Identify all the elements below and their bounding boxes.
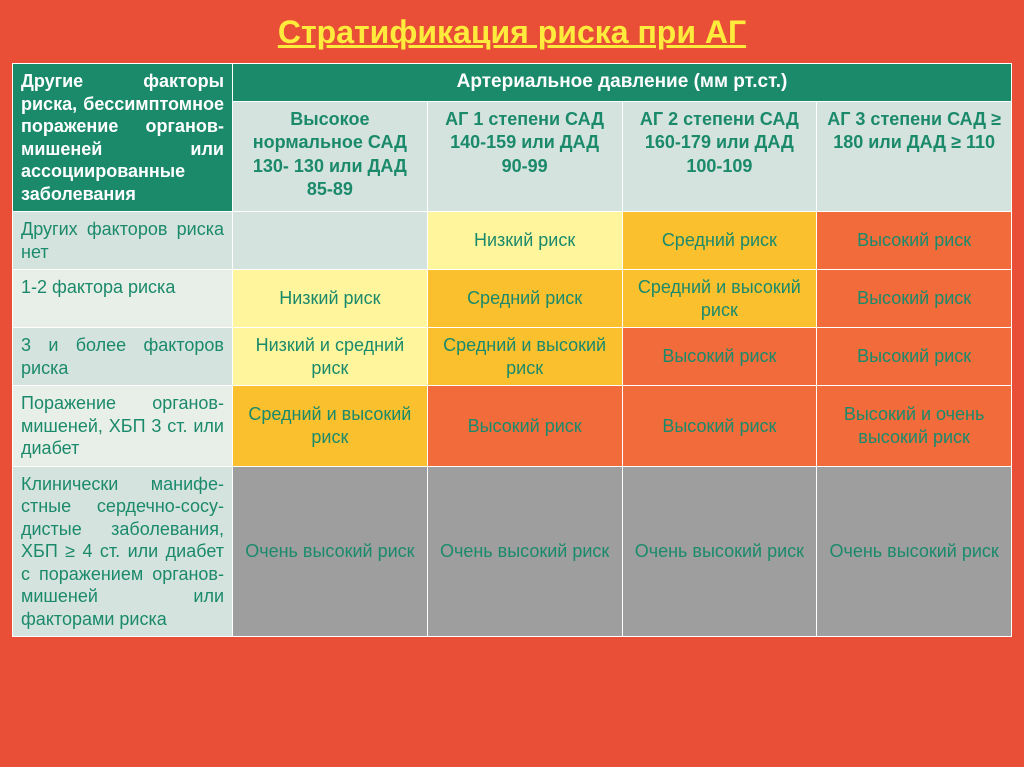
table-row: 3 и более факторов риска Низкий и средни… — [13, 328, 1012, 386]
risk-cell: Средний и высокий риск — [233, 386, 428, 467]
subheader-cell: Высокое нормальное САД 130- 130 или ДАД … — [233, 101, 428, 211]
row-label: Клинически манифе-стные сердечно-сосу-ди… — [13, 466, 233, 637]
slide-title: Стратификация риска при АГ — [12, 8, 1012, 63]
risk-cell: Средний риск — [427, 270, 622, 328]
table-row: Клинически манифе-стные сердечно-сосу-ди… — [13, 466, 1012, 637]
subheader-cell: АГ 2 степени САД 160-179 или ДАД 100-109 — [622, 101, 817, 211]
risk-cell: Низкий риск — [427, 212, 622, 270]
risk-cell — [233, 212, 428, 270]
slide: Стратификация риска при АГ Другие фактор… — [0, 0, 1024, 767]
row-label: Поражение органов-мишеней, ХБП 3 ст. или… — [13, 386, 233, 467]
risk-cell: Средний и высокий риск — [622, 270, 817, 328]
risk-cell: Очень высокий риск — [622, 466, 817, 637]
risk-cell: Средний риск — [622, 212, 817, 270]
subheader-cell: АГ 3 степени САД ≥ 180 или ДАД ≥ 110 — [817, 101, 1012, 211]
risk-cell: Высокий риск — [427, 386, 622, 467]
risk-cell: Высокий риск — [622, 386, 817, 467]
table-row: Поражение органов-мишеней, ХБП 3 ст. или… — [13, 386, 1012, 467]
risk-cell: Высокий и очень высокий риск — [817, 386, 1012, 467]
risk-cell: Высокий риск — [622, 328, 817, 386]
header-row: Другие факторы риска, бессимптомное пора… — [13, 64, 1012, 102]
risk-cell: Средний и высокий риск — [427, 328, 622, 386]
risk-cell: Очень высокий риск — [233, 466, 428, 637]
row-label: Других факторов риска нет — [13, 212, 233, 270]
risk-cell: Низкий риск — [233, 270, 428, 328]
risk-cell: Очень высокий риск — [817, 466, 1012, 637]
header-left-cell: Другие факторы риска, бессимптомное пора… — [13, 64, 233, 212]
table-row: Других факторов риска нет Низкий риск Ср… — [13, 212, 1012, 270]
header-top-cell: Артериальное давление (мм рт.ст.) — [233, 64, 1012, 102]
risk-cell: Очень высокий риск — [427, 466, 622, 637]
risk-cell: Высокий риск — [817, 328, 1012, 386]
risk-table: Другие факторы риска, бессимптомное пора… — [12, 63, 1012, 637]
risk-cell: Низкий и средний риск — [233, 328, 428, 386]
table-row: 1-2 фактора риска Низкий риск Средний ри… — [13, 270, 1012, 328]
risk-cell: Высокий риск — [817, 270, 1012, 328]
subheader-cell: АГ 1 степени САД 140-159 или ДАД 90-99 — [427, 101, 622, 211]
risk-cell: Высокий риск — [817, 212, 1012, 270]
row-label: 1-2 фактора риска — [13, 270, 233, 328]
row-label: 3 и более факторов риска — [13, 328, 233, 386]
